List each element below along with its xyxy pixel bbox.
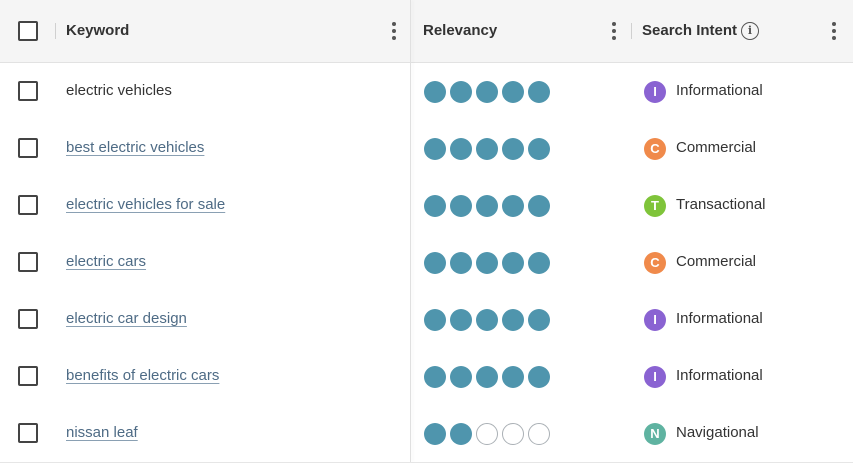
relevancy-dot-filled	[450, 252, 472, 274]
relevancy-dot-filled	[476, 138, 498, 160]
relevancy-dot-filled	[502, 138, 524, 160]
relevancy-dot-empty	[528, 423, 550, 445]
row-checkbox[interactable]	[18, 366, 38, 386]
relevancy-dot-filled	[450, 423, 472, 445]
keyword-link[interactable]: best electric vehicles	[66, 139, 205, 156]
table-row: electric vehicles I Informational	[0, 63, 853, 121]
relevancy-dot-filled	[424, 252, 446, 274]
select-all-checkbox[interactable]	[18, 21, 38, 41]
keyword-link: electric vehicles	[66, 82, 172, 99]
relevancy-dot-filled	[476, 81, 498, 103]
intent-label: Commercial	[676, 253, 757, 270]
intent-badge-icon: I	[644, 81, 666, 103]
intent-badge-icon: C	[644, 252, 666, 274]
intent-badge-icon: C	[644, 138, 666, 160]
relevancy-dot-filled	[502, 252, 524, 274]
row-checkbox[interactable]	[18, 81, 38, 101]
relevancy-dot-filled	[424, 138, 446, 160]
keyword-link[interactable]: electric vehicles for sale	[66, 196, 226, 213]
header-search-intent[interactable]: Search Intent	[642, 22, 738, 39]
relevancy-dot-filled	[450, 81, 472, 103]
header-keyword[interactable]: Keyword	[66, 22, 130, 39]
relevancy-indicator	[424, 423, 550, 445]
intent-badge-icon: I	[644, 309, 666, 331]
relevancy-dot-filled	[528, 252, 550, 274]
intent-label: Transactional	[676, 196, 766, 213]
intent-label: Informational	[676, 82, 763, 99]
relevancy-dot-filled	[502, 195, 524, 217]
keyword-link[interactable]: electric car design	[66, 310, 187, 327]
relevancy-dot-filled	[476, 252, 498, 274]
table-row: electric cars C Commercial	[0, 234, 853, 292]
header-relevancy[interactable]: Relevancy	[423, 22, 498, 39]
relevancy-dot-filled	[528, 309, 550, 331]
table-row: best electric vehicles C Commercial	[0, 120, 853, 178]
intent-label: Informational	[676, 310, 763, 327]
table-row: nissan leaf N Navigational	[0, 405, 853, 463]
intent-badge-icon: T	[644, 195, 666, 217]
info-icon[interactable]: i	[741, 22, 759, 40]
header-separator	[55, 23, 56, 39]
relevancy-dot-filled	[424, 366, 446, 388]
relevancy-dot-filled	[476, 309, 498, 331]
column-divider	[410, 0, 411, 462]
relevancy-dot-empty	[502, 423, 524, 445]
relevancy-dot-filled	[450, 309, 472, 331]
relevancy-dot-filled	[424, 423, 446, 445]
intent-label: Informational	[676, 367, 763, 384]
keyword-link[interactable]: nissan leaf	[66, 424, 138, 441]
table-header: Keyword Relevancy Search Intent i	[0, 0, 853, 63]
relevancy-dot-filled	[476, 195, 498, 217]
row-checkbox[interactable]	[18, 423, 38, 443]
relevancy-dot-filled	[502, 309, 524, 331]
table-row: benefits of electric cars I Informational	[0, 348, 853, 406]
relevancy-indicator	[424, 81, 550, 103]
relevancy-column-menu-icon[interactable]	[612, 22, 616, 40]
relevancy-dot-filled	[476, 366, 498, 388]
relevancy-indicator	[424, 252, 550, 274]
row-checkbox[interactable]	[18, 309, 38, 329]
relevancy-dot-filled	[528, 195, 550, 217]
header-separator	[631, 23, 632, 39]
relevancy-indicator	[424, 309, 550, 331]
intent-label: Navigational	[676, 424, 759, 441]
relevancy-dot-filled	[424, 195, 446, 217]
row-checkbox[interactable]	[18, 138, 38, 158]
relevancy-dot-filled	[528, 81, 550, 103]
row-checkbox[interactable]	[18, 252, 38, 272]
relevancy-dot-filled	[528, 366, 550, 388]
relevancy-dot-filled	[528, 138, 550, 160]
intent-label: Commercial	[676, 139, 757, 156]
relevancy-dot-filled	[450, 195, 472, 217]
row-checkbox[interactable]	[18, 195, 38, 215]
relevancy-dot-filled	[424, 81, 446, 103]
relevancy-dot-filled	[502, 81, 524, 103]
search-intent-column-menu-icon[interactable]	[832, 22, 836, 40]
keyword-link[interactable]: benefits of electric cars	[66, 367, 220, 384]
table-row: electric vehicles for sale T Transactional	[0, 177, 853, 235]
relevancy-dot-filled	[450, 366, 472, 388]
relevancy-dot-filled	[502, 366, 524, 388]
intent-badge-icon: I	[644, 366, 666, 388]
relevancy-dot-empty	[476, 423, 498, 445]
relevancy-dot-filled	[424, 309, 446, 331]
keyword-link[interactable]: electric cars	[66, 253, 147, 270]
relevancy-indicator	[424, 366, 550, 388]
keyword-column-menu-icon[interactable]	[392, 22, 396, 40]
intent-badge-icon: N	[644, 423, 666, 445]
relevancy-indicator	[424, 138, 550, 160]
relevancy-indicator	[424, 195, 550, 217]
table-row: electric car design I Informational	[0, 291, 853, 349]
relevancy-dot-filled	[450, 138, 472, 160]
